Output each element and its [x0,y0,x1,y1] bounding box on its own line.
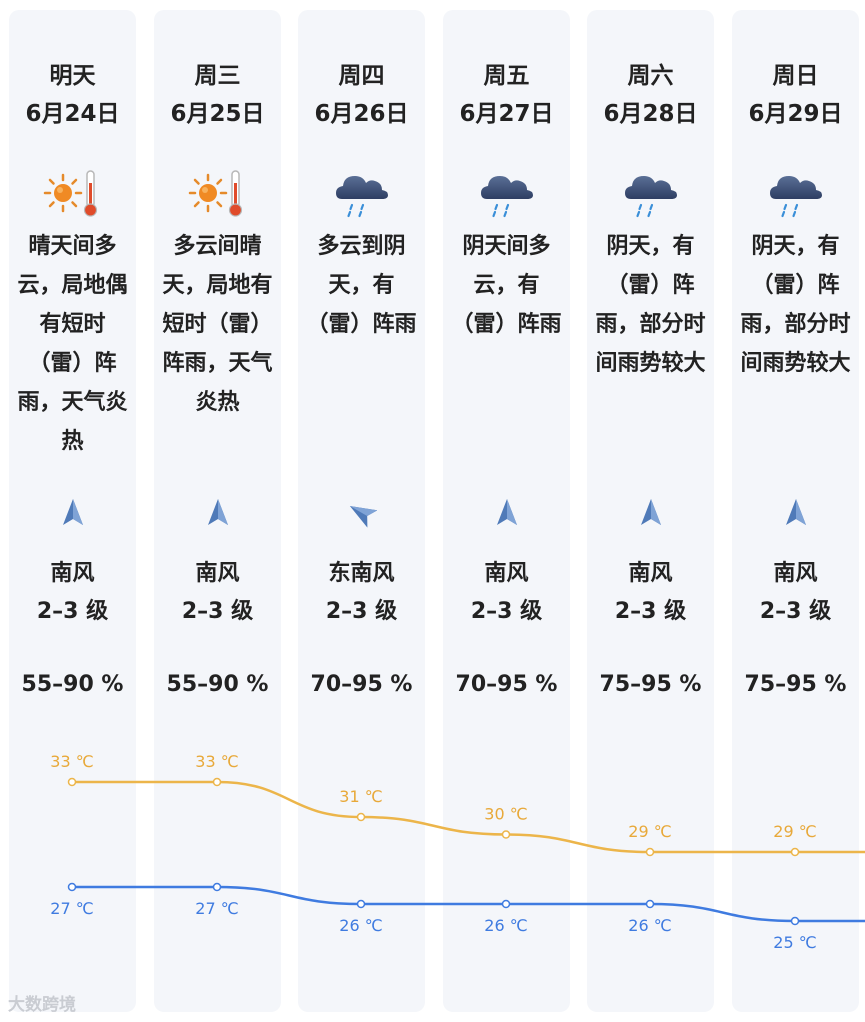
wind-level: 2–3 级 [470,599,543,624]
day-label: 明天 [49,63,96,89]
rain-cloud-icon [298,165,425,223]
high-temp-label: 33 ℃ [50,752,93,771]
weather-description: 晴天间多云，局地偶有短时（雷）阵雨，天气炎热 [17,234,128,454]
humidity: 75–95 % [599,672,702,697]
day-label: 周三 [194,63,241,89]
humidity: 75–95 % [744,672,847,697]
weather-description: 多云间晴天，局地有短时（雷）阵雨，天气炎热 [162,234,273,415]
wind-level: 2–3 级 [614,599,687,624]
wind-direction: 南风 [773,561,818,586]
high-temp-label: 31 ℃ [339,787,382,806]
rain-cloud-icon [443,165,570,223]
humidity: 55–90 % [166,672,269,697]
low-temp-label: 26 ℃ [484,916,527,935]
rain-cloud-icon [587,165,714,223]
date-label: 6月24日 [25,101,120,127]
date-label: 6月28日 [603,101,698,127]
watermark: 大数跨境 [8,995,76,1015]
wind-direction: 南风 [628,561,673,586]
high-temp-point [67,777,77,787]
weather-description: 阴天，有（雷）阵雨，部分时间雨势较大 [595,234,706,376]
low-temp-label: 26 ℃ [339,916,382,935]
wind-level: 2–3 级 [325,599,398,624]
day-label: 周五 [483,63,530,89]
humidity: 70–95 % [310,672,413,697]
wind-direction-arrow-icon [154,495,281,535]
rain-cloud-icon [732,165,859,223]
date-label: 6月25日 [170,101,265,127]
low-temp-point [645,899,655,909]
low-temp-label: 27 ℃ [50,899,93,918]
day-column: 周六 6月28日 阴天，有（雷）阵雨，部分时间雨势较大 南风 2–3 级 75–… [587,10,714,1012]
day-column: 周日 6月29日 阴天，有（雷）阵雨，部分时间雨势较大 南风 2–3 级 75–… [732,10,859,1012]
high-temp-label: 29 ℃ [628,822,671,841]
wind-direction-arrow-icon [9,495,136,535]
low-temp-label: 27 ℃ [195,899,238,918]
day-column: 周五 6月27日 阴天间多云，有（雷）阵雨 南风 2–3 级 70–95 % [443,10,570,1012]
high-temp-point [790,847,800,857]
wind-level: 2–3 级 [36,599,109,624]
high-temp-label: 33 ℃ [195,752,238,771]
humidity: 55–90 % [21,672,124,697]
low-temp-point [501,899,511,909]
wind-direction-arrow-icon [443,495,570,535]
wind-direction-arrow-icon [732,495,859,535]
sun-thermometer-icon [9,165,136,223]
low-temp-label: 25 ℃ [773,933,816,952]
wind-direction-arrow-icon [298,495,425,535]
day-column: 周三 6月25日 多云间晴天，局地有短时（雷）阵雨，天气炎热 南风 2–3 级 … [154,10,281,1012]
sun-thermometer-icon [154,165,281,223]
high-temp-point [356,812,366,822]
day-column: 周四 6月26日 多云到阴天，有（雷）阵雨 东南风 2–3 级 70–95 % [298,10,425,1012]
low-temp-point [356,899,366,909]
low-temp-point [212,882,222,892]
low-temp-label: 26 ℃ [628,916,671,935]
day-label: 周四 [338,63,385,89]
high-temp-point [212,777,222,787]
date-label: 6月27日 [459,101,554,127]
weather-description: 多云到阴天，有（雷）阵雨 [306,234,417,337]
low-temp-point [790,916,800,926]
weather-description: 阴天间多云，有（雷）阵雨 [451,234,562,337]
wind-level: 2–3 级 [181,599,254,624]
low-temp-point [67,882,77,892]
day-column: 明天 6月24日 晴天间多云，局地偶有短时（雷）阵雨，天气炎热 南风 2–3 级… [9,10,136,1012]
day-label: 周六 [627,63,674,89]
date-label: 6月29日 [748,101,843,127]
weather-description: 阴天，有（雷）阵雨，部分时间雨势较大 [740,234,851,376]
day-label: 周日 [772,63,819,89]
high-temp-label: 30 ℃ [484,805,527,824]
humidity: 70–95 % [455,672,558,697]
date-label: 6月26日 [314,101,409,127]
wind-direction: 南风 [195,561,240,586]
high-temp-point [645,847,655,857]
wind-direction: 东南风 [328,561,395,586]
high-temp-point [501,830,511,839]
wind-level: 2–3 级 [759,599,832,624]
wind-direction: 南风 [50,561,95,586]
wind-direction-arrow-icon [587,495,714,535]
high-temp-label: 29 ℃ [773,822,816,841]
wind-direction: 南风 [484,561,529,586]
